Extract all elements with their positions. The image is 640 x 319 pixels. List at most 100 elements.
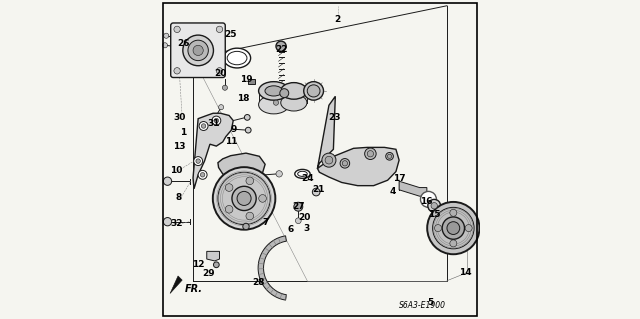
Circle shape — [225, 205, 233, 213]
Ellipse shape — [281, 83, 307, 99]
Text: 23: 23 — [328, 113, 340, 122]
Circle shape — [387, 154, 392, 159]
Circle shape — [296, 218, 301, 224]
Ellipse shape — [281, 94, 307, 111]
Text: 14: 14 — [459, 268, 472, 277]
Circle shape — [442, 217, 465, 239]
Text: 19: 19 — [240, 75, 253, 84]
Circle shape — [244, 115, 250, 120]
Text: 30: 30 — [173, 113, 186, 122]
Text: 25: 25 — [224, 30, 236, 39]
Circle shape — [428, 199, 440, 212]
Text: 28: 28 — [253, 278, 265, 287]
Circle shape — [218, 105, 223, 110]
Ellipse shape — [298, 171, 307, 176]
Circle shape — [193, 45, 204, 56]
Text: 27: 27 — [292, 202, 305, 211]
Circle shape — [276, 41, 286, 51]
Ellipse shape — [259, 82, 289, 100]
Text: 31: 31 — [208, 119, 220, 128]
Circle shape — [246, 177, 253, 185]
Circle shape — [386, 152, 394, 160]
Circle shape — [212, 116, 221, 125]
Text: 12: 12 — [192, 260, 204, 269]
Text: 10: 10 — [170, 166, 182, 175]
Circle shape — [342, 161, 348, 166]
Text: 20: 20 — [214, 69, 227, 78]
Text: 7: 7 — [262, 218, 269, 227]
Circle shape — [427, 202, 479, 254]
Text: 21: 21 — [312, 185, 324, 194]
Circle shape — [174, 26, 180, 33]
Text: 9: 9 — [230, 125, 236, 134]
Circle shape — [222, 85, 227, 90]
Circle shape — [246, 212, 253, 220]
Circle shape — [216, 26, 223, 33]
Ellipse shape — [259, 95, 289, 114]
Circle shape — [435, 225, 442, 232]
Circle shape — [188, 40, 209, 61]
Circle shape — [273, 100, 278, 105]
Circle shape — [164, 33, 169, 38]
Text: FR.: FR. — [184, 284, 202, 294]
Circle shape — [194, 157, 203, 166]
Circle shape — [199, 122, 208, 130]
Circle shape — [232, 186, 256, 211]
Ellipse shape — [223, 48, 251, 68]
Circle shape — [276, 171, 282, 177]
Circle shape — [312, 188, 320, 196]
Circle shape — [183, 35, 214, 66]
Polygon shape — [399, 181, 427, 196]
Text: 29: 29 — [203, 269, 215, 278]
Circle shape — [225, 184, 233, 191]
Circle shape — [202, 124, 206, 128]
Circle shape — [196, 159, 200, 163]
Circle shape — [340, 159, 349, 168]
Ellipse shape — [304, 82, 323, 100]
Polygon shape — [218, 153, 265, 183]
Text: 13: 13 — [173, 142, 186, 151]
Ellipse shape — [265, 86, 282, 96]
Polygon shape — [248, 79, 255, 84]
Circle shape — [216, 68, 223, 74]
Text: 17: 17 — [393, 174, 405, 183]
Text: 20: 20 — [298, 213, 311, 222]
Circle shape — [294, 202, 303, 211]
FancyBboxPatch shape — [171, 23, 225, 78]
Circle shape — [433, 207, 474, 249]
Text: 1: 1 — [180, 128, 186, 137]
Circle shape — [198, 170, 207, 179]
Circle shape — [367, 151, 374, 157]
Circle shape — [237, 191, 251, 205]
Circle shape — [213, 167, 275, 230]
Text: 26: 26 — [177, 39, 189, 48]
Ellipse shape — [295, 169, 310, 178]
Circle shape — [325, 156, 333, 164]
Text: 5: 5 — [427, 298, 433, 307]
Circle shape — [450, 240, 457, 247]
Circle shape — [243, 223, 249, 230]
Ellipse shape — [227, 51, 247, 65]
Circle shape — [280, 89, 289, 98]
Circle shape — [174, 68, 180, 74]
Circle shape — [163, 177, 172, 185]
Text: 2: 2 — [335, 15, 340, 24]
Circle shape — [450, 209, 457, 216]
Text: 16: 16 — [420, 197, 432, 206]
Text: 4: 4 — [390, 187, 396, 196]
Circle shape — [163, 43, 168, 48]
Ellipse shape — [463, 219, 471, 239]
Circle shape — [420, 191, 436, 207]
Polygon shape — [317, 147, 399, 186]
Circle shape — [214, 262, 219, 268]
Polygon shape — [207, 251, 220, 261]
Polygon shape — [317, 96, 335, 168]
Text: 22: 22 — [275, 45, 287, 54]
Text: 6: 6 — [287, 225, 294, 234]
Circle shape — [322, 153, 336, 167]
Circle shape — [218, 172, 270, 225]
Circle shape — [465, 225, 472, 232]
Circle shape — [245, 127, 251, 133]
Circle shape — [259, 195, 266, 202]
Text: 8: 8 — [176, 193, 182, 202]
